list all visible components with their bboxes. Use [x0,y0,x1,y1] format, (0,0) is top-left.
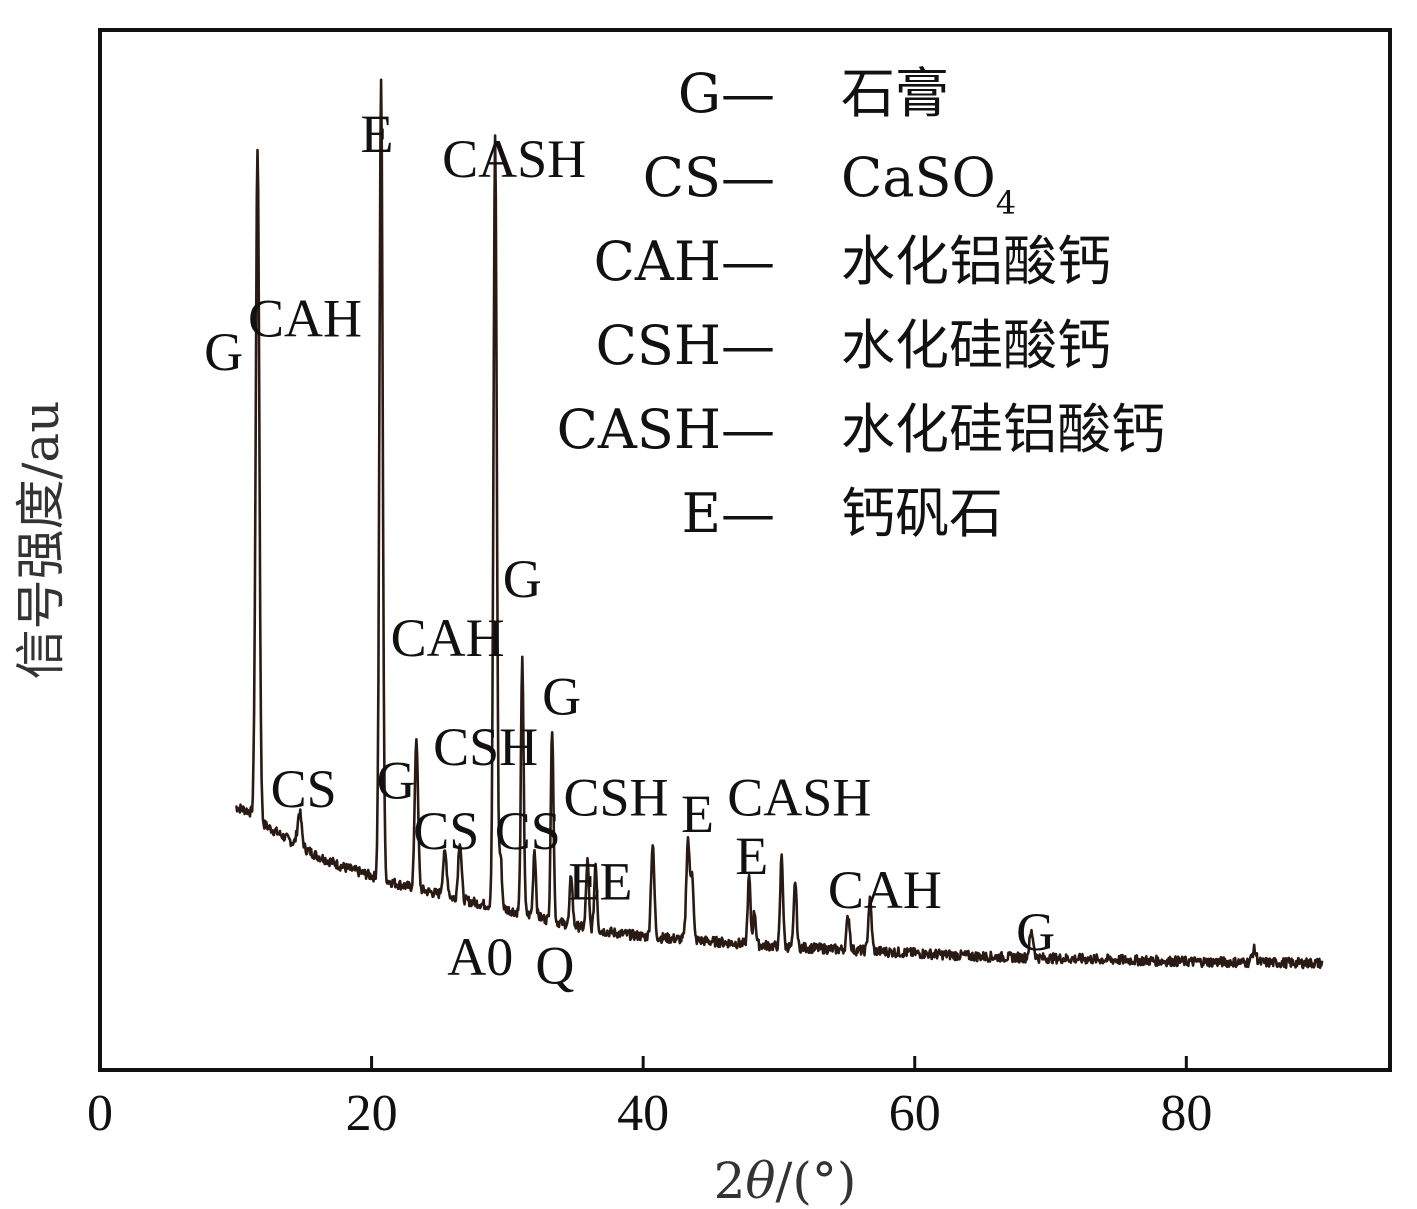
legend-key: G— [678,62,775,125]
peak-label: CAH [828,860,942,920]
peak-label: CS [413,801,479,861]
plot-frame [98,28,1392,1072]
peak-label: CS [271,759,337,819]
peak-label: G [503,549,542,609]
legend-key: CAH— [594,230,775,293]
peak-label: A0 [447,927,513,987]
x-tick-label: 0 [87,1085,113,1142]
peak-label: G [1016,902,1055,962]
legend-value: CaSO4 [841,146,1016,222]
peak-label: G [377,751,416,811]
legend-key: CS— [643,146,775,209]
phase-legend: G— 石膏 CS— CaSO4 CAH— 水化铝酸钙 CSH— 水化硅酸钙 CASH— 水化硅铝酸… [557,62,1165,545]
peak-label: CS [495,801,561,861]
peak-label: E [735,826,768,886]
peak-label: E [568,851,601,911]
legend-key: CASH— [557,398,775,461]
legend-value: 水化硅酸钙 [841,314,1111,377]
peak-label: E [361,104,394,164]
legend-key: E— [682,482,775,545]
x-tick-label: 80 [1160,1085,1212,1142]
legend-value: 水化铝酸钙 [841,230,1111,293]
peak-label: E [681,784,714,844]
x-tick-label: 60 [889,1085,941,1142]
peak-label: CSH [563,767,668,827]
x-axis-title: 2θ/(°) [714,1152,857,1209]
peak-label: E [600,851,633,911]
peak-label: CAH [391,608,505,668]
peak-label: CASH [442,129,586,189]
peak-label: CAH [248,289,362,349]
peak-label: G [204,322,243,382]
x-tick-label: 40 [617,1085,669,1142]
peak-label: CSH [433,717,538,777]
legend-value: 水化硅铝酸钙 [841,398,1165,461]
x-tick-label: 20 [346,1085,398,1142]
legend-value: 钙矾石 [841,482,1003,545]
peak-label: CASH [727,767,871,827]
peak-label: G [542,667,581,727]
peak-label: Q [535,935,574,995]
y-axis-title: 信号强度/au [12,401,70,680]
xrd-pattern-line [235,78,1324,970]
legend-key: CSH— [596,314,775,377]
x-ticks: 0 20 40 60 80 [87,1056,1212,1142]
legend-value: 石膏 [841,62,949,125]
